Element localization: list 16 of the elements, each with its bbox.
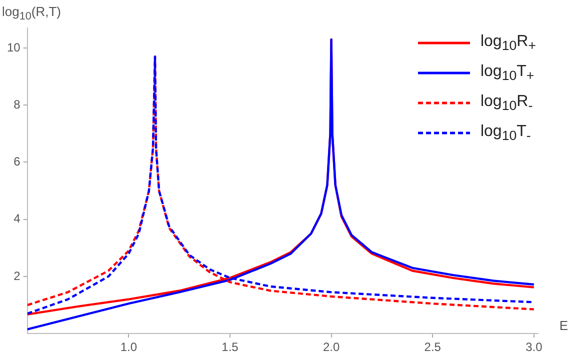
y-tick-label: 2 — [14, 268, 21, 283]
y-tick-label: 4 — [14, 212, 21, 226]
y-tick-label: 10 — [6, 40, 21, 54]
legend-label: log$_{10}$R$_{+}$ — [480, 32, 536, 54]
y-tick-label: 8 — [14, 97, 21, 112]
x-tick-label: 2.5 — [424, 340, 442, 354]
x-tick-label: 1.5 — [222, 340, 239, 354]
x-tick-label: 1.0 — [120, 340, 138, 354]
legend-label: log$_{10}$T$_{+}$ — [480, 62, 534, 84]
legend-label: log$_{10}$T$_{-}$ — [480, 122, 531, 144]
y-tick-label: 6 — [14, 154, 21, 169]
x-tick-label: 3.0 — [526, 340, 543, 354]
x-axis-title: E — [559, 318, 568, 333]
legend-label: log$_{10}$R$_{-}$ — [480, 92, 533, 114]
y-axis-title: log$_{10}$(R,T) — [2, 4, 62, 23]
x-tick-label: 2.0 — [322, 340, 340, 354]
